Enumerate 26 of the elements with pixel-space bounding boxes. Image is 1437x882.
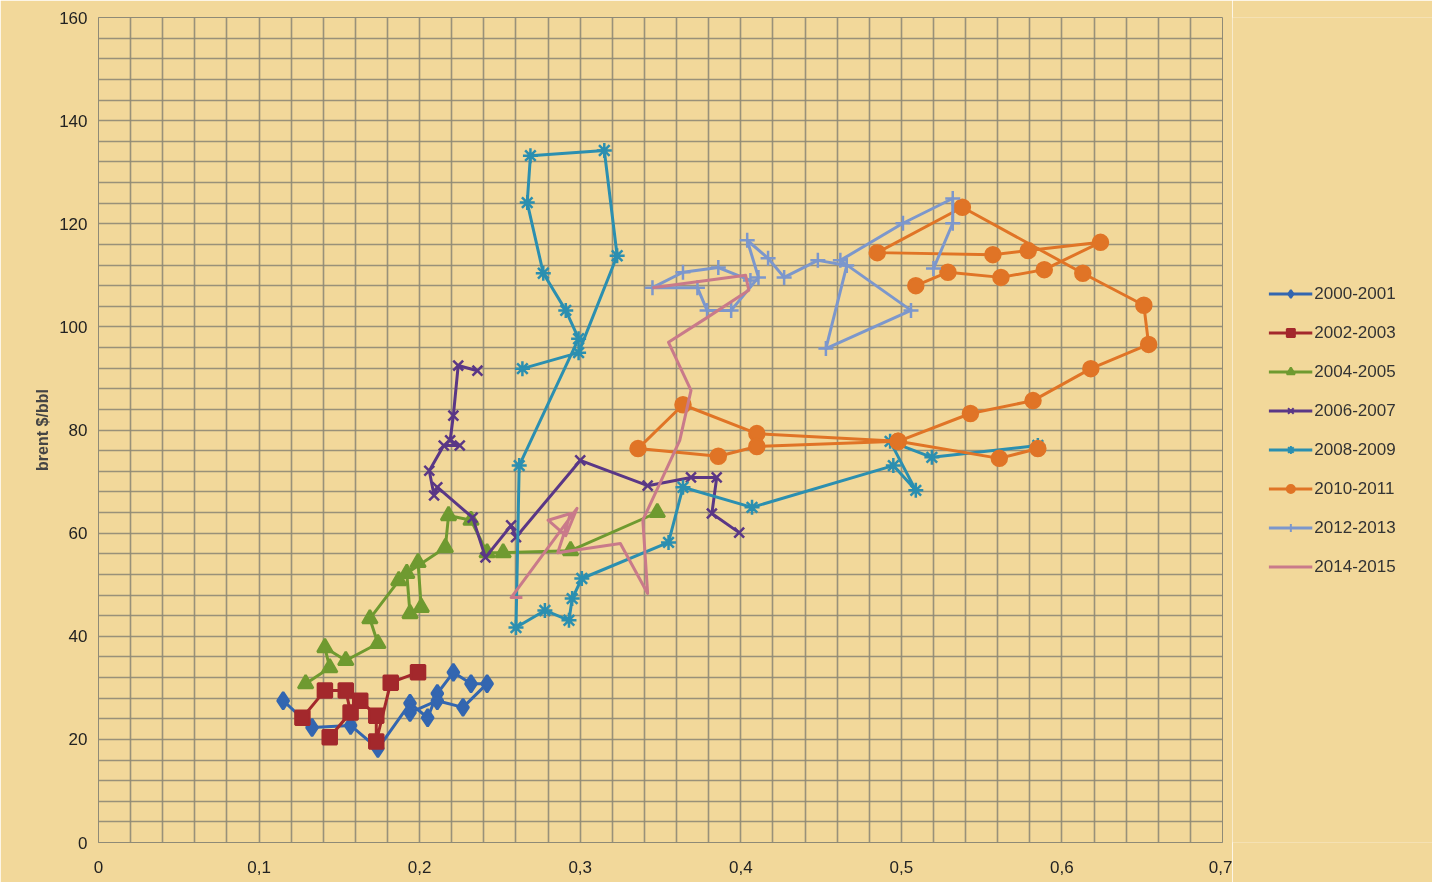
x-tick-label: 0 [93, 857, 104, 877]
x-tick-label: 0,4 [728, 857, 753, 877]
y-axis-title: brent $/bbl [34, 389, 52, 471]
legend-label: 2002-2003 [1314, 322, 1396, 342]
x-tick-label: 0,6 [1050, 857, 1074, 877]
y-tick-label: 140 [59, 111, 88, 131]
y-tick-label: 80 [68, 421, 88, 440]
y-tick-label: 40 [68, 627, 88, 647]
legend-label: 2012-2013 [1314, 517, 1396, 537]
y-tick-label: 160 [59, 8, 88, 28]
legend-label: 2010-2011 [1314, 478, 1395, 498]
y-tick-label: 120 [59, 214, 88, 234]
legend-label: 2008-2009 [1314, 439, 1396, 459]
y-tick-label: 20 [68, 730, 88, 750]
legend-label: 2004-2005 [1314, 361, 1396, 381]
legend-label: 2006-2007 [1314, 400, 1396, 420]
y-tick-label: 100 [59, 317, 88, 337]
y-tick-label: 60 [68, 524, 88, 544]
x-tick-label: 0,7 [1208, 857, 1233, 877]
x-tick-label: 0,2 [407, 857, 432, 877]
x-tick-label: 0,5 [889, 857, 914, 877]
y-tick-label: 0 [78, 833, 88, 853]
x-tick-label: 0,1 [247, 857, 271, 877]
legend-label: 2014-2015 [1314, 556, 1396, 576]
legend-label: 2000-2001 [1314, 283, 1396, 303]
x-tick-label: 0,3 [568, 857, 593, 877]
